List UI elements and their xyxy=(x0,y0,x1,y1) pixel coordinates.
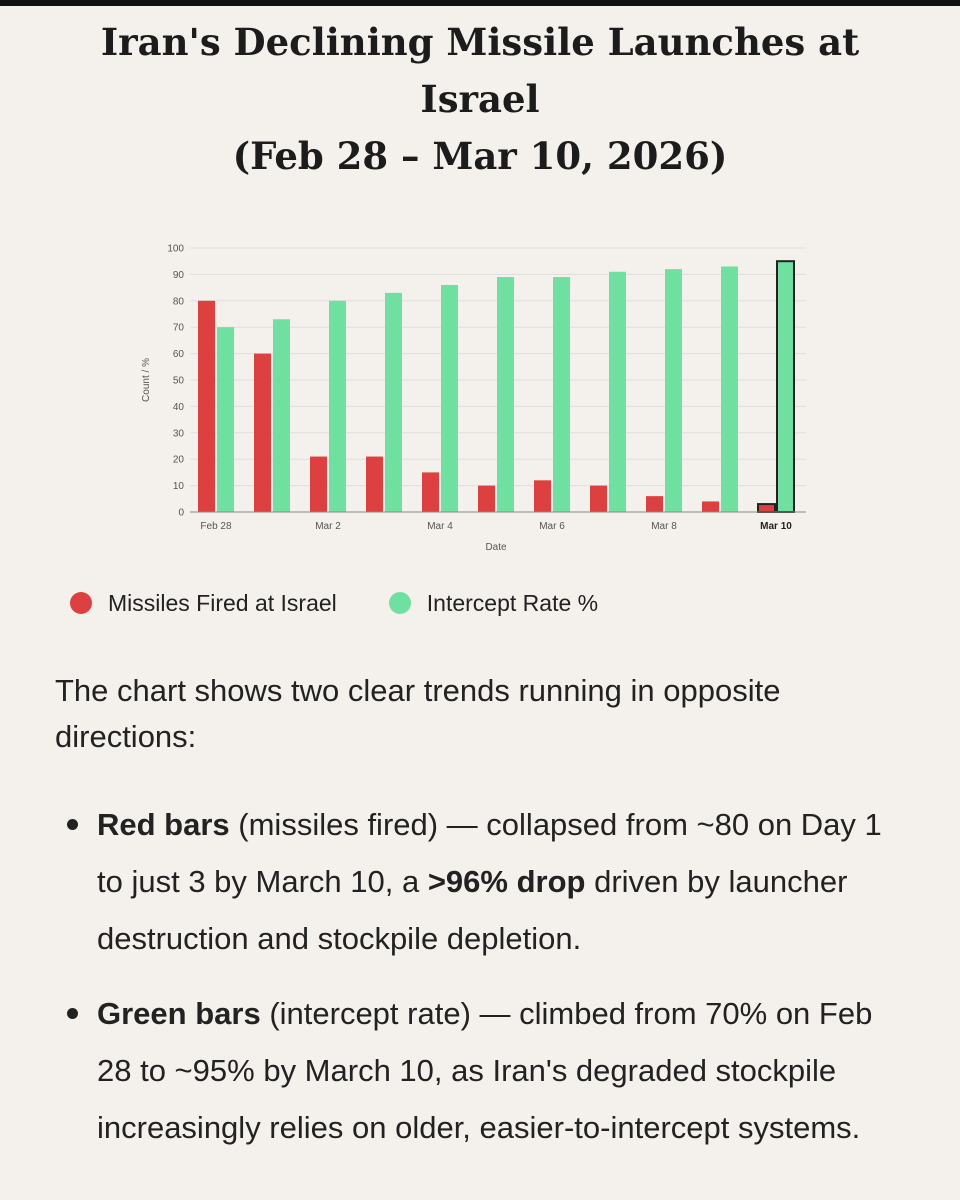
title-line-2: Israel xyxy=(420,77,540,121)
bullet-marker xyxy=(67,1008,78,1019)
bar-intercept-rate xyxy=(385,292,402,512)
legend-item-missiles: Missiles Fired at Israel xyxy=(70,590,337,617)
y-tick-label: 100 xyxy=(167,244,184,255)
chart-legend: Missiles Fired at Israel Intercept Rate … xyxy=(70,586,598,620)
bar-intercept-rate xyxy=(497,277,514,512)
bar-missiles-fired xyxy=(478,485,495,512)
title-line-3: (Feb 28 – Mar 10, 2026) xyxy=(232,134,728,178)
y-tick-label: 10 xyxy=(173,481,185,492)
x-tick-label: Mar 2 xyxy=(315,521,341,532)
top-border xyxy=(0,0,960,6)
title-line-1: Iran's Declining Missile Launches at xyxy=(100,20,860,64)
bar-missiles-fired xyxy=(590,485,607,512)
bar-missiles-fired xyxy=(366,456,383,512)
bar-chart: 0 10 20 30 40 50 60 70 80 90 100 Feb 28 Mar 2 Mar 4 Ma… xyxy=(141,244,806,553)
y-tick-label: 40 xyxy=(173,402,185,413)
x-tick-label: Mar 4 xyxy=(427,521,453,532)
bar-missiles-fired xyxy=(198,300,215,512)
y-tick-label: 30 xyxy=(173,428,185,439)
bullet-red-bars: Red bars (missiles fired) — collapsed fr… xyxy=(55,796,915,967)
x-tick-label: Mar 6 xyxy=(539,521,565,532)
bullet-marker xyxy=(67,819,78,830)
bar-intercept-rate xyxy=(776,260,795,514)
intro-paragraph: The chart shows two clear trends running… xyxy=(55,673,781,754)
bar-intercept-rate xyxy=(665,269,682,512)
bullet-1-text-end: driven by launcher destruction and stock… xyxy=(97,864,848,956)
chart-title: Iran's Declining Missile Launches at Isr… xyxy=(40,14,920,185)
bar-missiles-fired xyxy=(757,503,776,513)
bullet-green-bars: Green bars (intercept rate) — climbed fr… xyxy=(55,985,915,1156)
bar-intercept-rate xyxy=(441,284,458,512)
x-tick-label: Mar 10 xyxy=(760,521,792,532)
x-tick-label: Mar 8 xyxy=(651,521,677,532)
y-tick-label: 90 xyxy=(173,270,185,281)
y-tick-label: 20 xyxy=(173,455,185,466)
bullet-1-emphasis: >96% drop xyxy=(427,864,586,899)
bullet-1-heading: Red bars xyxy=(97,807,230,842)
bar-intercept-rate xyxy=(217,327,234,512)
bar-intercept-rate xyxy=(553,277,570,512)
bar-intercept-rate xyxy=(273,319,290,512)
legend-label-intercept: Intercept Rate % xyxy=(426,589,599,616)
bullet-list: Red bars (missiles fired) — collapsed fr… xyxy=(55,796,915,1156)
legend-label-missiles: Missiles Fired at Israel xyxy=(108,589,337,616)
bar-missiles-fired xyxy=(310,456,327,512)
x-tick-label: Feb 28 xyxy=(200,521,232,532)
bar-missiles-fired xyxy=(254,353,271,512)
y-tick-label: 50 xyxy=(173,376,185,387)
bar-missiles-fired xyxy=(534,480,551,512)
legend-item-intercept: Intercept Rate % xyxy=(388,589,599,617)
bar-intercept-rate xyxy=(329,300,346,512)
bar-missiles-fired xyxy=(702,501,719,512)
bar-missiles-fired xyxy=(646,496,663,512)
y-tick-label: 0 xyxy=(178,508,184,519)
y-tick-label: 60 xyxy=(173,349,185,360)
bar-intercept-rate xyxy=(609,271,626,512)
bar-intercept-rate xyxy=(721,266,738,512)
y-tick-label: 80 xyxy=(173,296,185,307)
bar-missiles-fired xyxy=(422,472,439,512)
y-axis-title: Count / % xyxy=(141,358,152,402)
bullet-2-heading: Green bars xyxy=(97,996,261,1031)
bullet-1-text: (missiles fired) — collapsed from ~80 on… xyxy=(97,807,882,899)
y-tick-label: 70 xyxy=(173,323,185,334)
x-axis-title: Date xyxy=(485,542,507,553)
bullet-2-text: (intercept rate) — climbed from 70% on F… xyxy=(97,996,873,1145)
legend-swatch-missiles xyxy=(70,592,92,614)
legend-swatch-intercept xyxy=(388,592,411,614)
